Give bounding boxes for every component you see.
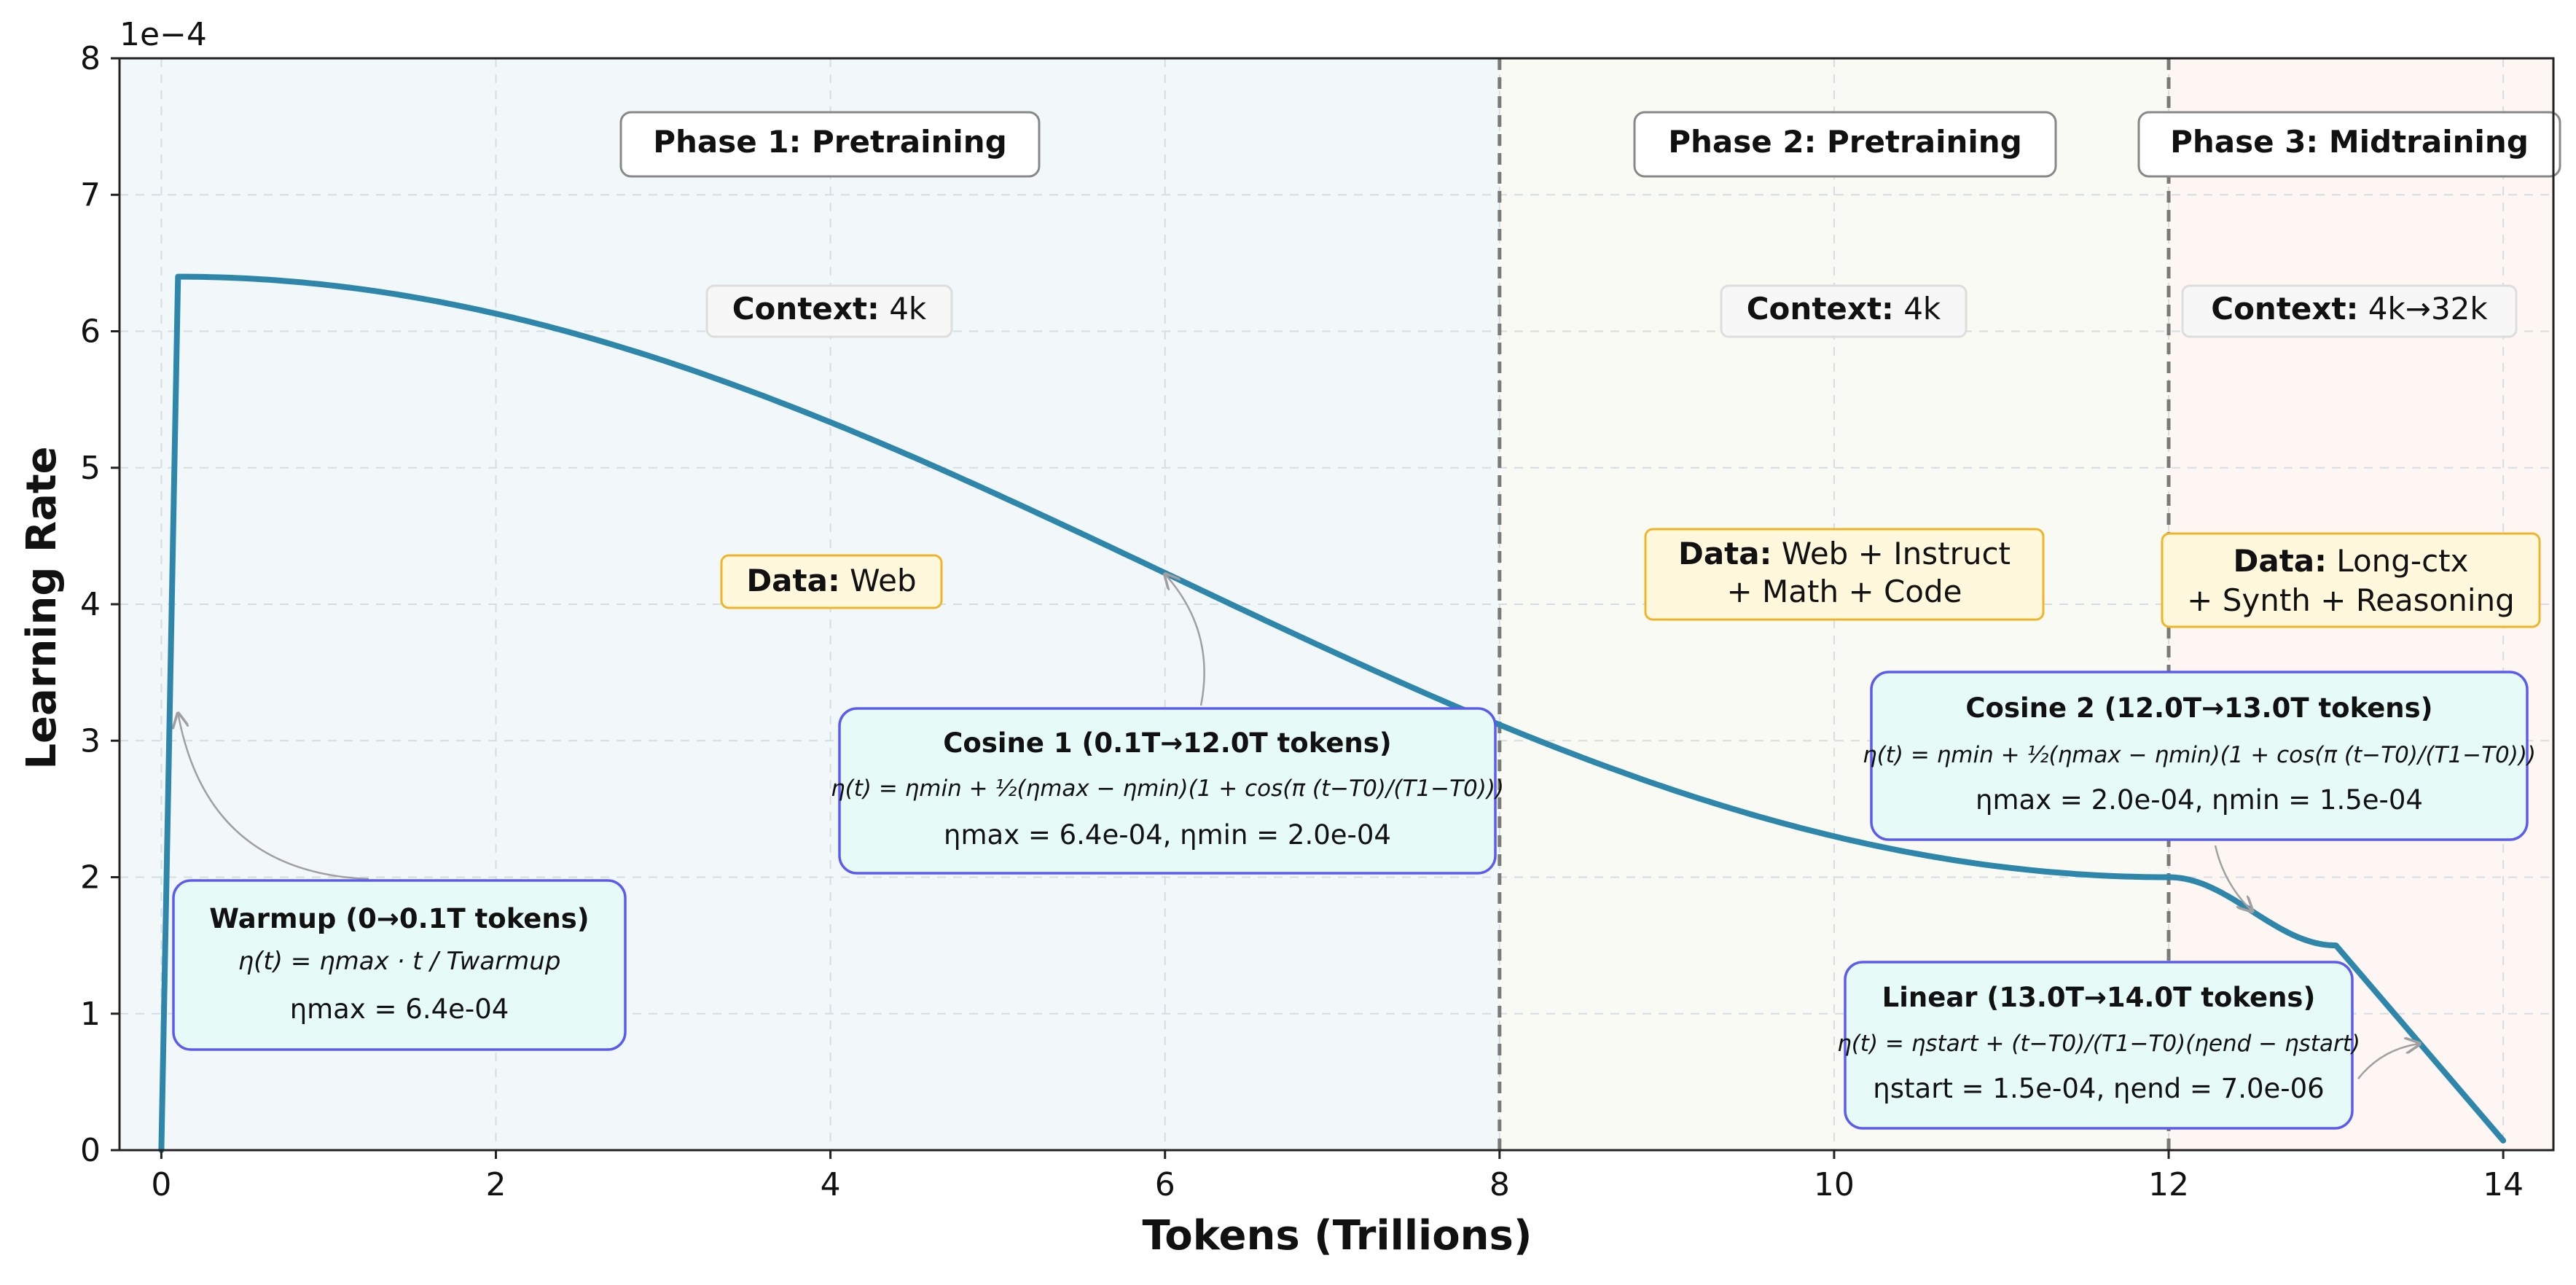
series-layer xyxy=(158,273,2507,1153)
phase-2-data-box: Data: Web + Instruct + Math + Code xyxy=(1644,528,2045,621)
annotation-cosine-1-params: ηmax = 6.4e-04, ηmin = 2.0e-04 xyxy=(944,819,1391,851)
annotation-cosine-1-title: Cosine 1 (0.1T→12.0T tokens) xyxy=(943,727,1391,759)
annotation-cosine-2-title: Cosine 2 (12.0T→13.0T tokens) xyxy=(1965,692,2432,724)
phase-3-data-line-1: Long-ctx xyxy=(2336,543,2468,579)
phase-1-data-line-1: Web xyxy=(850,563,917,598)
svg-text:Data: Long-ctx: Data: Long-ctx xyxy=(2234,543,2469,579)
phase-3-data-line-2: + Synth + Reasoning xyxy=(2187,582,2515,618)
y-scale-label: 1e−4 xyxy=(120,16,207,53)
svg-text:Context: 4k→32k: Context: 4k→32k xyxy=(2211,291,2488,327)
annotation-cosine-2: Cosine 2 (12.0T→13.0T tokens) η(t) = ηmi… xyxy=(1863,671,2536,841)
phase-2-data-line-1: Web + Instruct xyxy=(1782,536,2011,571)
annotation-cosine-2-params: ηmax = 2.0e-04, ηmin = 1.5e-04 xyxy=(1976,784,2423,816)
phase-1-data-label: Data xyxy=(746,563,828,598)
annotation-arrows xyxy=(178,574,2419,1079)
annotation-arrow-1 xyxy=(178,714,369,880)
annotations: Warmup (0→0.1T tokens) η(t) = ηmax · t /… xyxy=(172,671,2536,1130)
x-tick-label-7: 14 xyxy=(2483,1166,2524,1203)
svg-text:Data: Web + Instruct: Data: Web + Instruct xyxy=(1678,536,2011,571)
y-tick-label-8: 8 xyxy=(80,40,101,77)
phase-2-title-box: Phase 2: Pretraining xyxy=(1633,111,2057,178)
phase-2-title: Phase 2: Pretraining xyxy=(1668,124,2022,160)
svg-text:Data: Web: Data: Web xyxy=(746,563,916,598)
y-tick-label-3: 3 xyxy=(80,722,101,759)
phase-1-data-box: Data: Web xyxy=(720,554,943,609)
phase-1-title: Phase 1: Pretraining xyxy=(653,124,1007,160)
y-tick-label-0: 0 xyxy=(80,1132,101,1169)
phase-3-title-box: Phase 3: Midtraining xyxy=(2137,111,2561,178)
learning-rate-line xyxy=(158,273,2507,1153)
x-axis-label: Tokens (Trillions) xyxy=(1143,1212,1532,1259)
annotation-arrow-2 xyxy=(1165,574,1205,706)
phase-labels: Phase 1: Pretraining Context: 4k Data: W… xyxy=(619,111,2561,628)
phase-3-context-box: Context: 4k→32k xyxy=(2181,284,2518,338)
annotation-warmup-params: ηmax = 6.4e-04 xyxy=(290,993,509,1025)
annotation-arrow-3 xyxy=(2214,845,2252,911)
x-tick-label-0: 0 xyxy=(151,1166,171,1203)
phase-3-context-label: Context xyxy=(2211,291,2346,327)
x-tick-label-5: 10 xyxy=(1814,1166,1855,1203)
x-tick-label-3: 6 xyxy=(1155,1166,1175,1203)
phase-3-data-box: Data: Long-ctx + Synth + Reasoning xyxy=(2161,532,2541,628)
phase-1-title-box: Phase 1: Pretraining xyxy=(619,111,1041,178)
annotation-linear: Linear (13.0T→14.0T tokens) η(t) = ηstar… xyxy=(1837,961,2360,1130)
phase-1-context-label: Context xyxy=(732,291,867,327)
x-tick-label-1: 2 xyxy=(485,1166,506,1203)
annotation-warmup-title: Warmup (0→0.1T tokens) xyxy=(209,903,589,934)
svg-text:Context: 4k: Context: 4k xyxy=(732,291,927,327)
y-tick-label-1: 1 xyxy=(80,996,101,1033)
annotation-cosine-1: Cosine 1 (0.1T→12.0T tokens) η(t) = ηmin… xyxy=(831,707,1504,875)
annotation-warmup-formula: η(t) = ηmax · t / Twarmup xyxy=(238,947,561,976)
phase-3-context-value: 4k→32k xyxy=(2368,291,2489,327)
phase-1-context-box: Context: 4k xyxy=(705,284,953,338)
y-tick-label-7: 7 xyxy=(80,176,101,214)
svg-text:Context: 4k: Context: 4k xyxy=(1747,291,1941,327)
x-tick-label-6: 12 xyxy=(2148,1166,2189,1203)
phase-3-data-label: Data xyxy=(2234,543,2315,579)
annotation-warmup: Warmup (0→0.1T tokens) η(t) = ηmax · t /… xyxy=(172,879,627,1051)
annotation-cosine-2-formula: η(t) = ηmin + ½(ηmax − ηmin)(1 + cos(π (… xyxy=(1863,742,2536,768)
phase-2-data-label: Data xyxy=(1678,536,1760,571)
phase-2-data-line-2: + Math + Code xyxy=(1726,574,1962,609)
annotation-cosine-1-formula: η(t) = ηmin + ½(ηmax − ηmin)(1 + cos(π (… xyxy=(831,776,1504,802)
annotation-linear-formula: η(t) = ηstart + (t−T0)/(T1−T0)(ηend − ηs… xyxy=(1837,1031,2360,1057)
phase-2-context-value: 4k xyxy=(1903,291,1941,327)
annotation-linear-title: Linear (13.0T→14.0T tokens) xyxy=(1882,982,2316,1013)
y-tick-label-4: 4 xyxy=(80,586,101,623)
phase-2-context-box: Context: 4k xyxy=(1720,284,1968,338)
annotation-arrow-4 xyxy=(2357,1044,2419,1079)
phase-3-title: Phase 3: Midtraining xyxy=(2170,124,2529,160)
x-tick-label-2: 4 xyxy=(821,1166,841,1203)
y-tick-label-6: 6 xyxy=(80,313,101,351)
y-axis-label: Learning Rate xyxy=(18,446,66,769)
annotation-linear-params: ηstart = 1.5e-04, ηend = 7.0e-06 xyxy=(1873,1073,2324,1104)
x-tick-label-4: 8 xyxy=(1489,1166,1510,1203)
phase-2-context-label: Context xyxy=(1747,291,1882,327)
y-tick-label-2: 2 xyxy=(80,859,101,897)
y-tick-label-5: 5 xyxy=(80,450,101,487)
phase-1-context-value: 4k xyxy=(889,291,927,327)
